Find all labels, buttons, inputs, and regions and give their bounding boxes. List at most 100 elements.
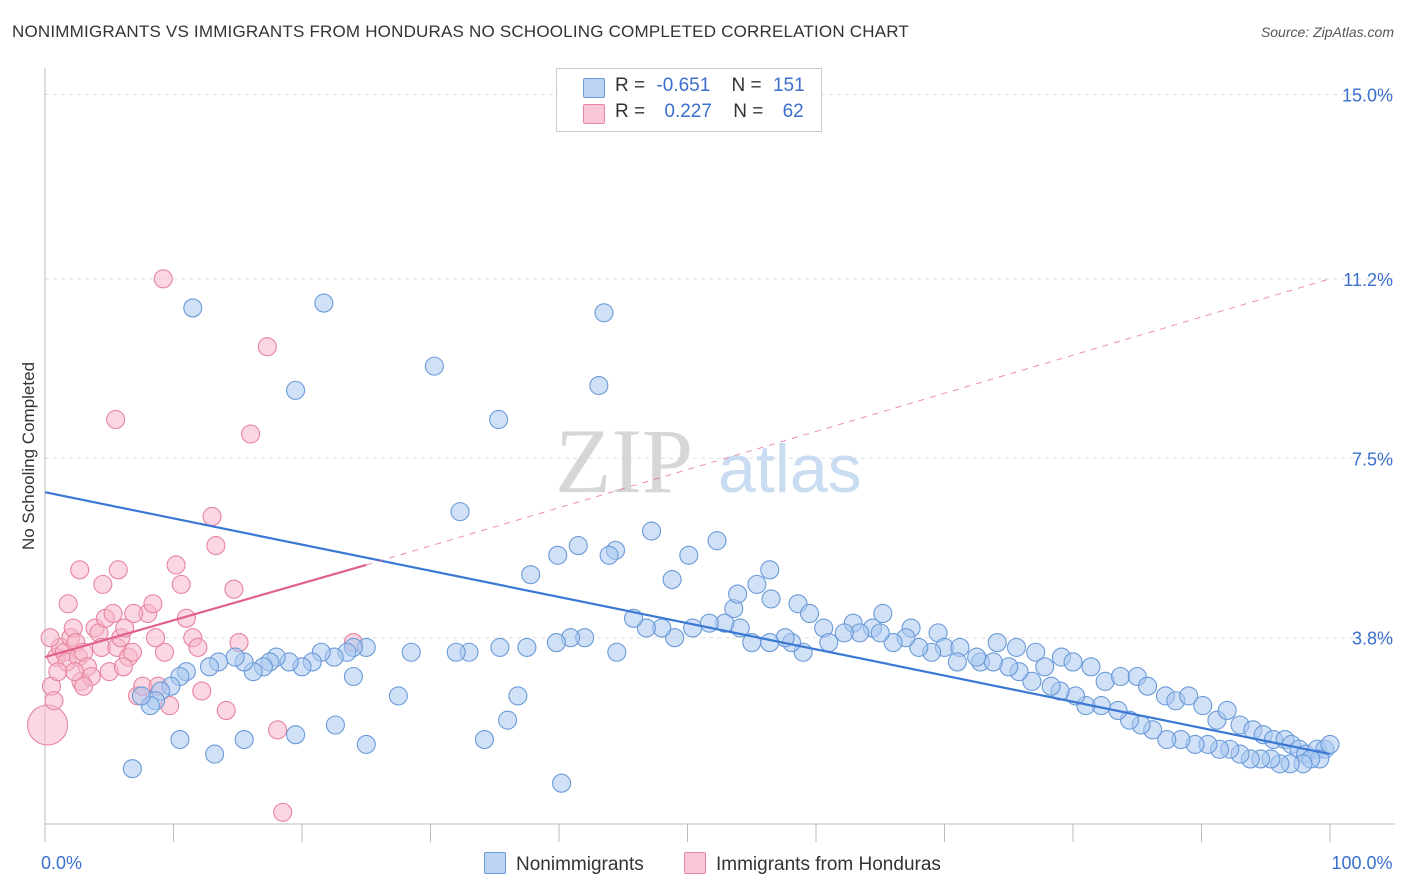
data-point-nonimmigrants bbox=[356, 734, 376, 754]
data-point-honduras bbox=[27, 704, 69, 746]
r-label: R = bbox=[615, 75, 646, 96]
data-point-nonimmigrants bbox=[546, 633, 566, 653]
data-point-nonimmigrants bbox=[873, 603, 893, 624]
watermark: ZIP atlas bbox=[555, 410, 862, 512]
data-point-nonimmigrants bbox=[489, 409, 509, 430]
data-point-nonimmigrants bbox=[1041, 676, 1061, 696]
data-point-nonimmigrants bbox=[909, 637, 929, 657]
data-point-honduras bbox=[224, 579, 244, 599]
y-axis-label: No Schooling Completed bbox=[19, 362, 38, 550]
legend-swatch-blue bbox=[583, 78, 605, 98]
data-point-honduras bbox=[74, 676, 94, 696]
data-point-honduras bbox=[154, 642, 175, 662]
data-point-honduras bbox=[145, 628, 166, 648]
n-value: 151 bbox=[772, 75, 805, 96]
data-point-nonimmigrants bbox=[834, 623, 854, 643]
y-tick-label: 7.5% bbox=[1352, 449, 1393, 469]
data-point-honduras bbox=[143, 594, 163, 614]
data-point-nonimmigrants bbox=[1157, 730, 1177, 750]
data-point-nonimmigrants bbox=[1035, 657, 1055, 677]
data-point-nonimmigrants bbox=[883, 633, 903, 653]
data-point-nonimmigrants bbox=[122, 759, 142, 779]
data-point-nonimmigrants bbox=[983, 652, 1003, 672]
data-point-honduras bbox=[153, 269, 173, 289]
watermark-zip: ZIP bbox=[555, 410, 693, 512]
data-point-nonimmigrants bbox=[517, 637, 537, 657]
watermark-atlas: atlas bbox=[718, 431, 862, 507]
legend-item-honduras[interactable]: Immigrants from Honduras bbox=[684, 852, 941, 876]
data-point-honduras bbox=[93, 574, 113, 594]
data-point-nonimmigrants bbox=[199, 657, 220, 677]
data-point-nonimmigrants bbox=[388, 686, 408, 706]
legend-item-nonimmigrants[interactable]: Nonimmigrants bbox=[484, 852, 644, 876]
data-point-honduras bbox=[108, 560, 128, 580]
data-point-nonimmigrants bbox=[662, 569, 682, 590]
legend-swatch-pink bbox=[684, 852, 706, 874]
data-point-nonimmigrants bbox=[170, 730, 190, 750]
data-point-nonimmigrants bbox=[508, 686, 528, 706]
chart-title: NONIMMIGRANTS VS IMMIGRANTS FROM HONDURA… bbox=[12, 22, 909, 41]
data-point-honduras bbox=[40, 628, 60, 648]
n-value: 62 bbox=[782, 101, 804, 122]
data-point-nonimmigrants bbox=[314, 293, 334, 313]
legend-row-text: R = -0.651 N = 151 bbox=[615, 75, 805, 97]
source-label: Source: ZipAtlas.com bbox=[1260, 24, 1394, 40]
data-point-nonimmigrants bbox=[1137, 676, 1158, 696]
y-tick-label: 15.0% bbox=[1342, 86, 1393, 106]
data-point-nonimmigrants bbox=[967, 647, 987, 667]
x-tick-label: 100.0% bbox=[1331, 853, 1392, 873]
data-point-nonimmigrants bbox=[707, 531, 727, 551]
data-point-honduras bbox=[171, 574, 191, 594]
data-point-nonimmigrants bbox=[870, 623, 890, 643]
data-point-nonimmigrants bbox=[183, 298, 203, 318]
data-point-nonimmigrants bbox=[1179, 686, 1199, 706]
data-point-nonimmigrants bbox=[474, 730, 495, 750]
data-point-nonimmigrants bbox=[498, 710, 518, 730]
data-point-nonimmigrants bbox=[607, 642, 627, 662]
data-point-nonimmigrants bbox=[1217, 700, 1237, 721]
data-point-nonimmigrants bbox=[747, 574, 767, 594]
y-tick-label: 3.8% bbox=[1352, 629, 1393, 649]
data-point-honduras bbox=[48, 662, 68, 682]
data-point-nonimmigrants bbox=[490, 637, 510, 657]
data-point-nonimmigrants bbox=[594, 303, 614, 323]
data-point-nonimmigrants bbox=[225, 647, 245, 667]
data-point-honduras bbox=[58, 594, 78, 614]
data-point-nonimmigrants bbox=[131, 686, 151, 706]
data-point-nonimmigrants bbox=[636, 618, 656, 638]
data-point-honduras bbox=[188, 637, 208, 657]
data-point-nonimmigrants bbox=[325, 715, 345, 735]
data-point-nonimmigrants bbox=[343, 666, 363, 687]
data-point-nonimmigrants bbox=[819, 633, 839, 653]
data-point-nonimmigrants bbox=[568, 536, 588, 556]
r-label: R = bbox=[615, 101, 646, 122]
data-point-nonimmigrants bbox=[665, 628, 685, 648]
data-point-nonimmigrants bbox=[424, 356, 444, 376]
data-point-honduras bbox=[257, 337, 277, 357]
data-point-nonimmigrants bbox=[1006, 637, 1027, 657]
data-point-honduras bbox=[166, 555, 186, 575]
data-point-nonimmigrants bbox=[987, 633, 1007, 653]
legend-label: Immigrants from Honduras bbox=[716, 854, 941, 875]
data-point-nonimmigrants bbox=[1081, 657, 1101, 677]
data-point-nonimmigrants bbox=[599, 545, 619, 565]
data-point-nonimmigrants bbox=[760, 560, 780, 580]
data-point-honduras bbox=[216, 700, 236, 721]
data-point-honduras bbox=[44, 691, 64, 711]
data-point-nonimmigrants bbox=[401, 642, 421, 662]
data-point-honduras bbox=[273, 802, 293, 822]
x-tick-label: 0.0% bbox=[41, 853, 82, 873]
trend-lines bbox=[44, 278, 1331, 756]
data-point-nonimmigrants bbox=[800, 603, 820, 624]
data-point-honduras bbox=[241, 424, 261, 444]
trend-line-nonimmigrants bbox=[44, 491, 1331, 756]
data-point-nonimmigrants bbox=[1193, 696, 1213, 716]
data-point-nonimmigrants bbox=[728, 584, 748, 604]
data-point-honduras bbox=[65, 662, 85, 682]
data-point-honduras bbox=[268, 720, 288, 740]
data-point-nonimmigrants bbox=[521, 565, 541, 585]
grid-lines bbox=[45, 94, 1395, 639]
data-point-honduras bbox=[124, 603, 144, 624]
data-point-honduras bbox=[202, 506, 222, 527]
